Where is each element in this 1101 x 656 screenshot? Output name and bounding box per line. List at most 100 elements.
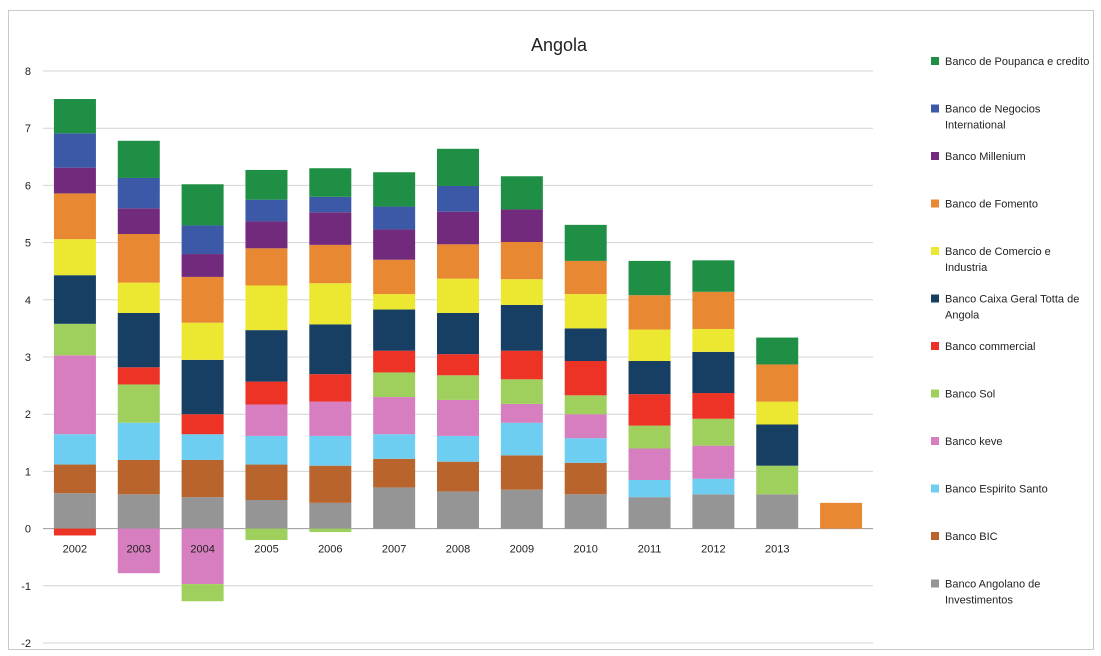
bar-segment (117, 367, 160, 385)
y-tick-label: 3 (25, 352, 31, 364)
bar-segment (117, 140, 160, 178)
bar-segment (53, 464, 96, 494)
x-tick-label: 2012 (701, 544, 725, 556)
legend-label: Banco Caixa Geral Totta de Angola (945, 294, 1079, 322)
y-tick-label: 4 (25, 295, 31, 307)
legend-swatch (931, 389, 939, 398)
bar-segment (245, 404, 288, 436)
bar-segment (564, 361, 607, 396)
bar-segment (245, 248, 288, 286)
bars-layer (53, 99, 863, 602)
bar-segment (564, 395, 607, 415)
bar-segment (373, 350, 416, 373)
bar-segment (437, 375, 479, 400)
bar-segment (53, 528, 96, 536)
bar-segment (500, 489, 543, 529)
bar-segment (309, 374, 352, 402)
bar-segment (437, 354, 479, 376)
legend-label: Banco commercial (945, 341, 1035, 353)
bar-segment (437, 435, 479, 462)
legend-label: Banco Millenium (945, 151, 1026, 163)
bar-segment (628, 295, 671, 330)
bar-segment (628, 497, 671, 529)
y-tick-label: 8 (25, 66, 31, 78)
x-tick-label: 2005 (254, 544, 278, 556)
bar-segment (437, 278, 479, 313)
bar-segment (309, 212, 352, 245)
bar-segment (692, 351, 735, 394)
bar-segment (373, 397, 416, 435)
legend: Banco de Poupanca e credito Banco de Nego… (931, 56, 1089, 607)
x-tick-label: 2008 (446, 544, 470, 556)
bar-segment (500, 422, 543, 456)
bar-segment (373, 434, 416, 459)
y-tick-label: 7 (25, 123, 31, 135)
bar-segment (500, 242, 543, 280)
bar-segment (181, 434, 224, 460)
legend-swatch (931, 437, 939, 445)
bar-segment (245, 330, 288, 382)
bar-segment (245, 464, 288, 500)
bar-segment (53, 239, 96, 276)
bar-segment (245, 285, 288, 331)
bar-segment (628, 394, 671, 426)
bar-segment (628, 260, 671, 296)
y-tick-label: 1 (25, 466, 31, 478)
y-tick-label: 5 (25, 238, 31, 250)
bar-segment (692, 291, 735, 329)
bar-segment (309, 465, 352, 503)
bar-segment (756, 465, 799, 495)
bar-segment (373, 259, 416, 295)
bar-segment (564, 414, 607, 439)
legend-swatch (931, 484, 939, 493)
axis-layer: -2 -1 0 1 2 3 4 5 6 7 8 2002 2003 2004 2005 2006 2007 200… (21, 66, 789, 650)
legend-swatch (931, 57, 939, 65)
bar-segment (756, 364, 799, 402)
bar-segment (181, 225, 224, 255)
bar-segment (437, 148, 479, 186)
bar-segment (373, 294, 416, 310)
chart-frame: -2 -1 0 1 2 3 4 5 6 7 8 2002 2003 2004 2005 2006 2007 200… (8, 10, 1094, 650)
bar-segment (117, 208, 160, 235)
bar-segment (117, 494, 160, 529)
x-tick-label: 2010 (573, 544, 597, 556)
bar-segment (117, 459, 160, 495)
bar-segment (564, 494, 607, 529)
bar-segment (756, 401, 799, 425)
bar-segment (245, 199, 288, 222)
bar-segment (181, 459, 224, 498)
bar-segment (756, 424, 799, 466)
bar-segment (245, 381, 288, 405)
legend-label: Banco de Comercio e Industria (945, 246, 1051, 274)
bar-segment (53, 167, 96, 194)
legend-label: Banco Espirito Santo (945, 484, 1048, 496)
bar-segment (437, 399, 479, 436)
bar-segment (53, 493, 96, 529)
bar-segment (500, 209, 543, 243)
bar-segment (692, 328, 735, 352)
bar-segment (309, 244, 352, 284)
bar-segment (309, 401, 352, 436)
bar-segment (500, 403, 543, 423)
bar-segment (309, 435, 352, 466)
bar-segment (820, 502, 863, 529)
legend-swatch (931, 579, 939, 588)
bar-segment (117, 234, 160, 283)
bar-segment (181, 359, 224, 415)
bar-segment (373, 487, 416, 529)
bar-segment (500, 379, 543, 404)
bar-segment (373, 229, 416, 260)
bar-segment (53, 193, 96, 240)
x-tick-label: 2002 (63, 544, 87, 556)
legend-label: Banco de Negocios International (945, 104, 1041, 132)
bar-segment (117, 528, 160, 574)
y-tick-label: 0 (25, 524, 31, 536)
bar-segment (181, 528, 224, 585)
x-tick-label: 2009 (510, 544, 534, 556)
bar-segment (117, 177, 160, 209)
bar-segment (53, 434, 96, 465)
bar-segment (373, 206, 416, 230)
bar-segment (628, 479, 671, 498)
bar-segment (117, 422, 160, 460)
bar-segment (437, 244, 479, 279)
